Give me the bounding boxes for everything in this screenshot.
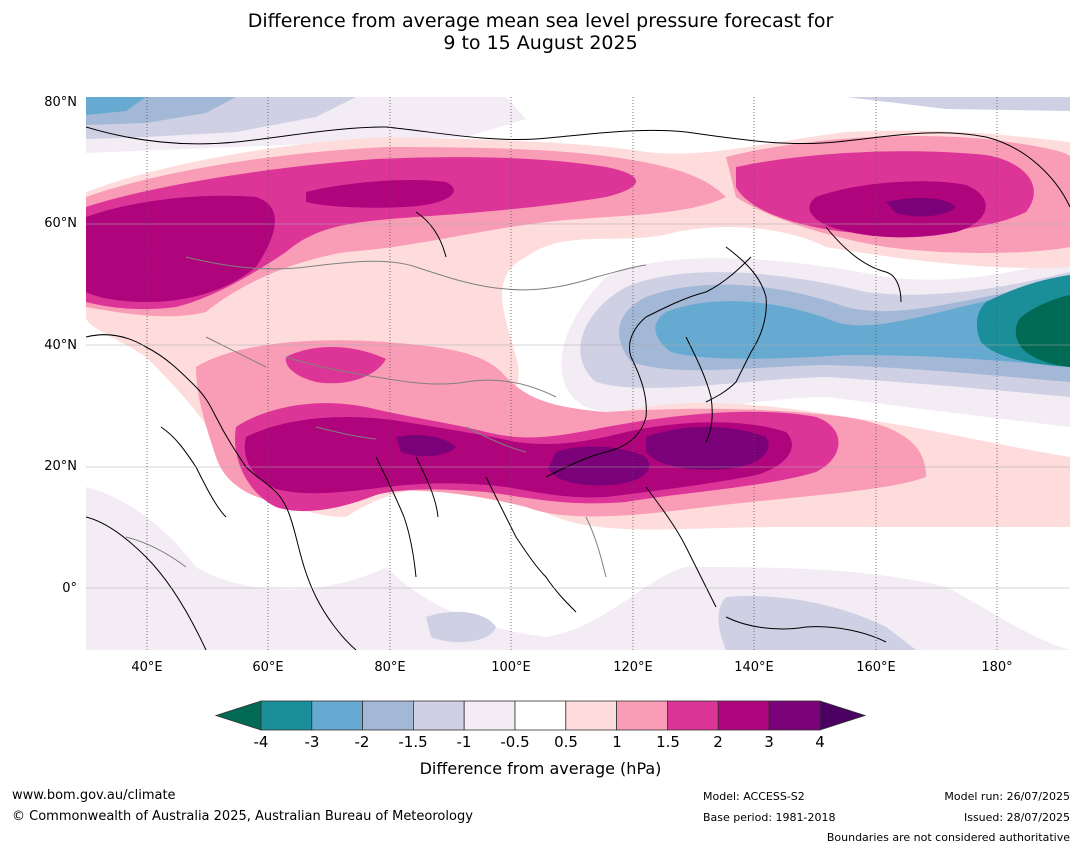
colorbar-cell <box>463 700 516 731</box>
base-period-text: Base period: 1981-2018 <box>703 811 836 824</box>
colorbar-cell <box>666 700 719 731</box>
colorbar-tick: -3 <box>304 733 320 751</box>
colorbar-tick: 1.5 <box>656 733 680 751</box>
contour-positive-3-ne <box>886 197 956 217</box>
colorbar-tick: 2 <box>713 733 723 751</box>
coastlines <box>86 126 1070 650</box>
colorbar-cell <box>514 700 567 731</box>
contour-positive-3-bay <box>396 435 456 457</box>
contour-arctic-low-3 <box>86 97 146 115</box>
negative-anomaly-layer <box>86 97 1070 650</box>
lon-label-140e: 140°E <box>734 660 774 675</box>
map-canvas <box>86 97 1070 650</box>
lon-label-80e: 80°E <box>374 660 406 675</box>
colorbar-tick: -1 <box>456 733 472 751</box>
issued-text: Issued: 28/07/2025 <box>963 811 1070 824</box>
contour-positive-3-wpac <box>646 426 769 470</box>
positive-anomaly-layer <box>86 130 1070 530</box>
colorbar-below-triangle <box>214 700 262 731</box>
colorbar-cell <box>565 700 617 731</box>
lon-label-60e: 60°E <box>252 660 284 675</box>
contour-nw-pacific-low-3 <box>655 287 1070 367</box>
contour-indian-ocean-low <box>426 611 496 643</box>
lon-label-100e: 100°E <box>491 660 531 675</box>
colorbar-cell <box>311 700 364 731</box>
lat-label-0: 0° <box>62 581 77 596</box>
lon-label-180: 180° <box>981 660 1013 675</box>
lat-label-20n: 20°N <box>44 459 77 474</box>
model-run-text: Model run: 26/07/2025 <box>944 790 1070 803</box>
copyright-text: © Commonwealth of Australia 2025, Austra… <box>12 809 473 824</box>
disclaimer-text: Boundaries are not considered authoritat… <box>826 831 1070 844</box>
title-line-1: Difference from average mean sea level p… <box>247 10 834 32</box>
colorbar-tick: -1.5 <box>398 733 428 751</box>
colorbar-tick: -4 <box>253 733 269 751</box>
contour-positive-3-sea <box>548 446 650 486</box>
colorbar-tick: 4 <box>815 733 825 751</box>
colorbar-cell <box>768 700 821 731</box>
colorbar-cell <box>616 700 668 731</box>
chart-title: Difference from average mean sea level p… <box>0 10 1081 54</box>
colorbar-cell <box>717 700 770 731</box>
lat-label-60n: 60°N <box>44 216 77 231</box>
colorbar-cell <box>412 700 465 731</box>
contour-positive-2-arctic <box>306 180 454 208</box>
colorbar-tick: 1 <box>612 733 622 751</box>
colorbar-cell <box>362 700 414 731</box>
colorbar-tick: -2 <box>354 733 370 751</box>
contour-indonesia-low <box>718 596 916 650</box>
website-link[interactable]: www.bom.gov.au/climate <box>12 788 176 803</box>
lat-label-40n: 40°N <box>44 338 77 353</box>
contour-topright-low <box>846 97 1070 111</box>
colorbar-tick: -0.5 <box>500 733 530 751</box>
colorbar-cells <box>260 700 821 731</box>
lon-label-40e: 40°E <box>131 660 163 675</box>
gridlines <box>86 97 1070 650</box>
colorbar-tick: 3 <box>764 733 774 751</box>
colorbar-label: Difference from average (hPa) <box>419 759 662 778</box>
pressure-anomaly-map <box>86 97 1070 650</box>
model-text: Model: ACCESS-S2 <box>703 790 805 803</box>
lon-label-160e: 160°E <box>856 660 896 675</box>
contour-positive-2-north <box>86 195 275 302</box>
lon-label-120e: 120°E <box>613 660 653 675</box>
lat-label-80n: 80°N <box>44 95 77 110</box>
colorbar <box>214 700 867 731</box>
colorbar-tick: 0.5 <box>554 733 578 751</box>
colorbar-above-triangle <box>819 700 867 731</box>
title-line-2: 9 to 15 August 2025 <box>443 32 638 54</box>
colorbar-cell <box>260 700 313 731</box>
contour-pacific-low-core <box>1015 295 1070 367</box>
